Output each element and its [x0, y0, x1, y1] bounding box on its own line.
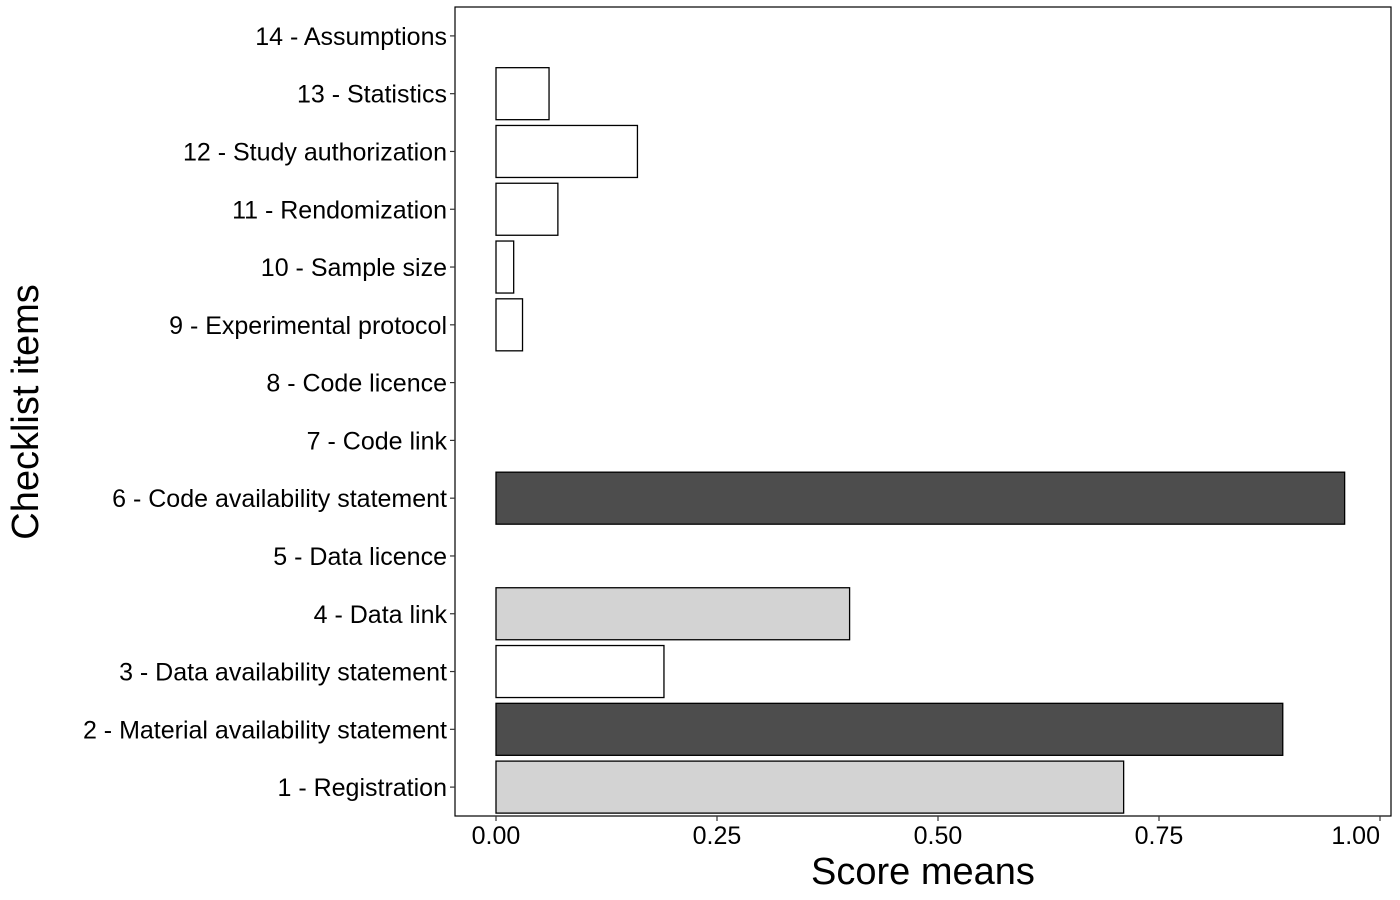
y-tick-label: 8 - Code licence [266, 370, 447, 398]
x-axis: 0.00 0.25 0.50 0.75 1.00 [472, 816, 1381, 850]
y-tick-label: 13 - Statistics [297, 81, 447, 109]
y-tick-label: 6 - Code availability statement [112, 485, 447, 513]
bar-11 [495, 182, 559, 236]
bar-9 [495, 298, 524, 352]
y-tick-label: 11 - Rendomization [232, 196, 447, 224]
y-tick-label: 10 - Sample size [261, 254, 447, 282]
y-tick-label: 9 - Experimental protocol [169, 312, 447, 340]
x-axis-title: Score means [811, 851, 1035, 893]
y-axis: 1 - Registration 2 - Material availabilit… [83, 23, 455, 802]
x-tick-label: 1.00 [1331, 822, 1380, 850]
x-tick-label: 0.25 [693, 822, 742, 850]
y-tick-label: 14 - Assumptions [255, 23, 447, 51]
y-tick-label: 2 - Material availability statement [83, 716, 447, 744]
bar-12 [495, 124, 639, 179]
bars-group [495, 67, 1346, 814]
y-tick-label: 4 - Data link [314, 601, 448, 629]
y-tick-label: 3 - Data availability statement [119, 659, 447, 687]
bar-4 [495, 587, 851, 641]
bar-6 [495, 471, 1346, 525]
x-tick-label: 0.50 [914, 822, 963, 850]
y-tick-label: 5 - Data licence [273, 543, 447, 571]
y-tick-label: 12 - Study authorization [183, 138, 447, 166]
bar-13 [495, 67, 550, 121]
x-tick-label: 0.75 [1135, 822, 1184, 850]
x-tick-label: 0.00 [472, 822, 521, 850]
bar-3 [495, 644, 665, 699]
bar-1 [495, 760, 1125, 814]
y-axis-title: Checklist items [5, 284, 47, 540]
bar-10 [495, 240, 515, 294]
bar-2 [495, 702, 1284, 756]
y-tick-label: 1 - Registration [277, 774, 447, 802]
y-tick-label: 7 - Code link [307, 427, 448, 455]
